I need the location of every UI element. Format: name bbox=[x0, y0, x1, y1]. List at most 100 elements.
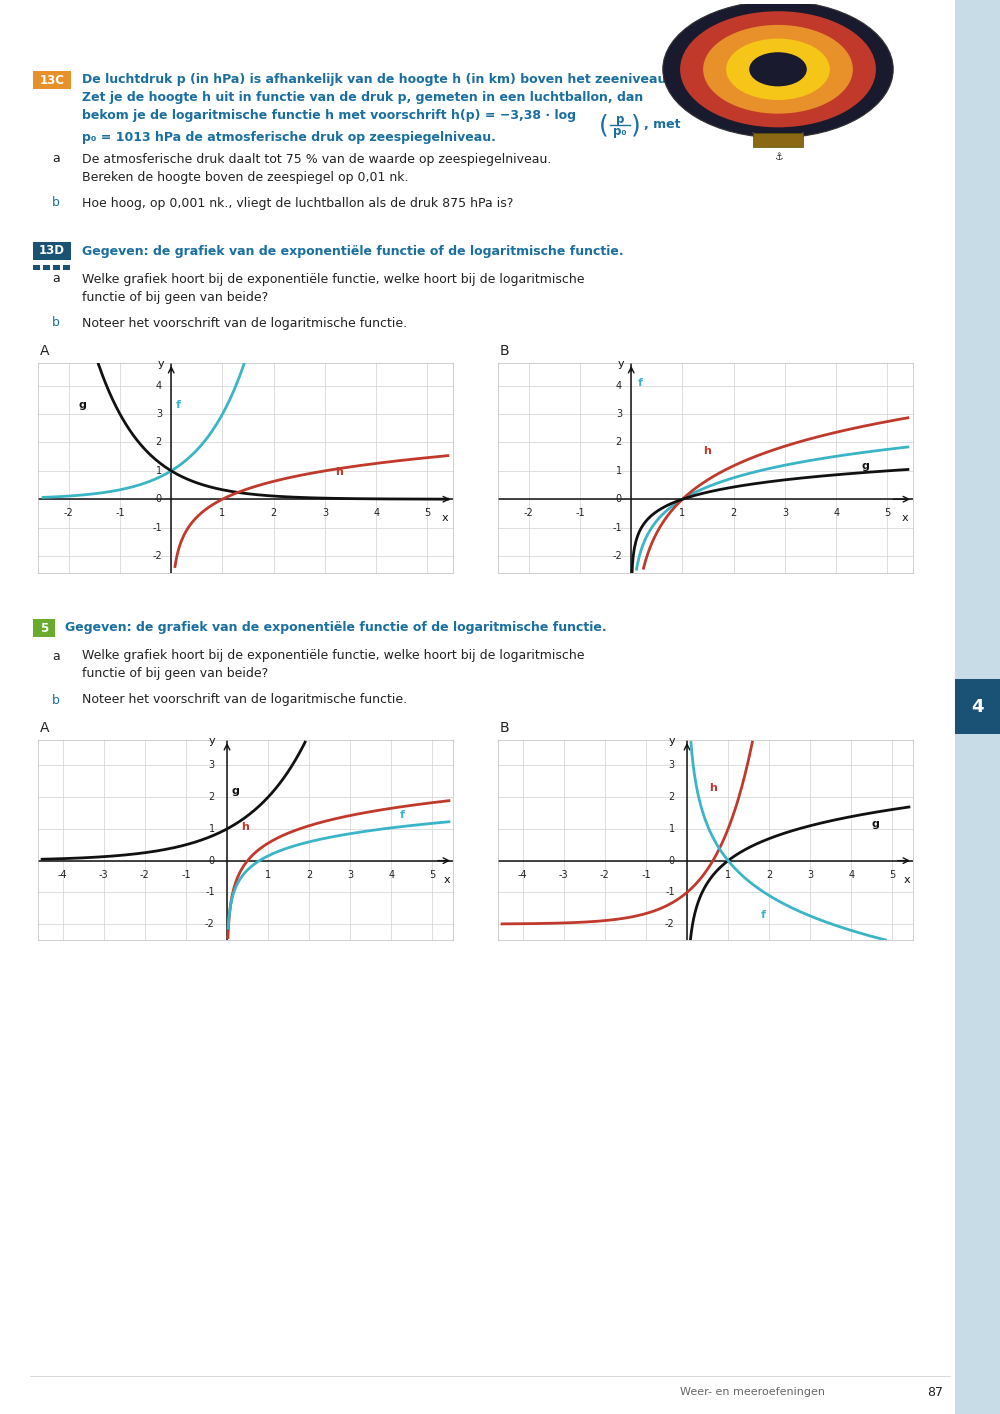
Text: p₀: p₀ bbox=[613, 126, 627, 139]
Text: Hoe hoog, op 0,001 nk., vliegt de luchtballon als de druk 875 hPa is?: Hoe hoog, op 0,001 nk., vliegt de luchtb… bbox=[82, 197, 513, 209]
Text: A: A bbox=[40, 344, 50, 358]
Text: Noteer het voorschrift van de logaritmische functie.: Noteer het voorschrift van de logaritmis… bbox=[82, 317, 407, 329]
Text: g: g bbox=[872, 819, 880, 829]
Text: b: b bbox=[52, 197, 60, 209]
Text: 4: 4 bbox=[156, 380, 162, 390]
Text: -3: -3 bbox=[99, 870, 109, 880]
Text: 5: 5 bbox=[889, 870, 896, 880]
Text: 5: 5 bbox=[884, 508, 891, 518]
Ellipse shape bbox=[726, 38, 830, 100]
Ellipse shape bbox=[749, 52, 807, 86]
Text: 5: 5 bbox=[40, 622, 48, 635]
Text: y: y bbox=[617, 359, 624, 369]
Text: 1: 1 bbox=[669, 824, 675, 834]
Bar bbox=[955, 0, 1000, 1414]
Text: g: g bbox=[79, 400, 87, 410]
Text: b: b bbox=[52, 693, 60, 707]
Text: f: f bbox=[175, 400, 180, 410]
Text: 1: 1 bbox=[679, 508, 686, 518]
Text: 3: 3 bbox=[156, 409, 162, 419]
Text: A: A bbox=[40, 721, 50, 735]
Text: -4: -4 bbox=[518, 870, 527, 880]
Text: Bereken de hoogte boven de zeespiegel op 0,01 nk.: Bereken de hoogte boven de zeespiegel op… bbox=[82, 171, 409, 184]
Text: 3: 3 bbox=[807, 870, 813, 880]
Text: , met: , met bbox=[644, 119, 680, 132]
Text: -1: -1 bbox=[181, 870, 191, 880]
Ellipse shape bbox=[703, 25, 853, 113]
Text: h: h bbox=[703, 445, 711, 455]
Text: 1: 1 bbox=[219, 508, 226, 518]
Text: -1: -1 bbox=[665, 888, 675, 898]
Text: 4: 4 bbox=[616, 380, 622, 390]
Text: 4: 4 bbox=[388, 870, 394, 880]
Text: 3: 3 bbox=[616, 409, 622, 419]
Text: 0: 0 bbox=[209, 855, 215, 865]
Text: y: y bbox=[157, 359, 164, 369]
Bar bbox=[955, 679, 1000, 734]
Text: -2: -2 bbox=[612, 551, 622, 561]
Text: 1: 1 bbox=[209, 824, 215, 834]
Text: 4: 4 bbox=[373, 508, 379, 518]
Text: Welke grafiek hoort bij de exponentiële functie, welke hoort bij de logaritmisch: Welke grafiek hoort bij de exponentiële … bbox=[82, 649, 584, 663]
Text: x: x bbox=[902, 513, 908, 523]
Text: 2: 2 bbox=[156, 437, 162, 447]
Bar bbox=[33, 264, 40, 270]
Text: Noteer het voorschrift van de logaritmische functie.: Noteer het voorschrift van de logaritmis… bbox=[82, 693, 407, 707]
Text: 13C: 13C bbox=[40, 74, 64, 86]
Text: 1: 1 bbox=[156, 465, 162, 477]
Text: B: B bbox=[500, 344, 510, 358]
Text: 5: 5 bbox=[429, 870, 436, 880]
Text: g: g bbox=[231, 786, 239, 796]
Text: -2: -2 bbox=[152, 551, 162, 561]
Text: 2: 2 bbox=[271, 508, 277, 518]
Text: Weer- en meeroefeningen: Weer- en meeroefeningen bbox=[680, 1387, 825, 1397]
Text: h: h bbox=[335, 467, 343, 477]
Text: functie of bij geen van beide?: functie of bij geen van beide? bbox=[82, 667, 268, 680]
Text: h: h bbox=[241, 823, 249, 833]
Text: a: a bbox=[52, 273, 60, 286]
Text: 4: 4 bbox=[971, 699, 983, 715]
Text: 5: 5 bbox=[424, 508, 431, 518]
Text: 2: 2 bbox=[731, 508, 737, 518]
Ellipse shape bbox=[663, 1, 893, 137]
Text: -1: -1 bbox=[641, 870, 651, 880]
Text: Gegeven: de grafiek van de exponentiële functie of de logaritmische functie.: Gegeven: de grafiek van de exponentiële … bbox=[82, 245, 624, 257]
Text: g: g bbox=[862, 461, 870, 471]
Text: functie of bij geen van beide?: functie of bij geen van beide? bbox=[82, 290, 268, 304]
Text: -2: -2 bbox=[665, 919, 675, 929]
Text: De luchtdruk p (in hPa) is afhankelijk van de hoogte h (in km) boven het zeenive: De luchtdruk p (in hPa) is afhankelijk v… bbox=[82, 72, 671, 85]
Text: -2: -2 bbox=[205, 919, 215, 929]
Text: -2: -2 bbox=[64, 508, 74, 518]
Text: -1: -1 bbox=[152, 523, 162, 533]
Text: 3: 3 bbox=[347, 870, 353, 880]
Text: 4: 4 bbox=[833, 508, 839, 518]
Text: -1: -1 bbox=[575, 508, 585, 518]
Text: h: h bbox=[710, 783, 717, 793]
Text: b: b bbox=[52, 317, 60, 329]
Text: a: a bbox=[52, 153, 60, 165]
Text: y: y bbox=[209, 735, 215, 745]
Text: ): ) bbox=[631, 113, 641, 137]
Text: 3: 3 bbox=[322, 508, 328, 518]
Text: -2: -2 bbox=[600, 870, 610, 880]
Text: f: f bbox=[400, 810, 405, 820]
Text: p: p bbox=[616, 113, 624, 126]
Text: 1: 1 bbox=[265, 870, 271, 880]
Text: y: y bbox=[669, 735, 675, 745]
Text: ⚓: ⚓ bbox=[774, 153, 782, 163]
Text: 2: 2 bbox=[616, 437, 622, 447]
Text: -2: -2 bbox=[524, 508, 534, 518]
Text: 2: 2 bbox=[208, 792, 215, 802]
Text: Gegeven: de grafiek van de exponentiële functie of de logaritmische functie.: Gegeven: de grafiek van de exponentiële … bbox=[65, 622, 607, 635]
Text: 0: 0 bbox=[616, 495, 622, 505]
Text: f: f bbox=[761, 909, 766, 919]
Text: x: x bbox=[444, 875, 451, 885]
Bar bbox=[33, 242, 71, 260]
Text: 3: 3 bbox=[782, 508, 788, 518]
Text: B: B bbox=[500, 721, 510, 735]
Text: -1: -1 bbox=[115, 508, 125, 518]
Text: -1: -1 bbox=[612, 523, 622, 533]
Text: 1: 1 bbox=[616, 465, 622, 477]
Text: f: f bbox=[637, 378, 642, 387]
Bar bbox=[53, 264, 60, 270]
